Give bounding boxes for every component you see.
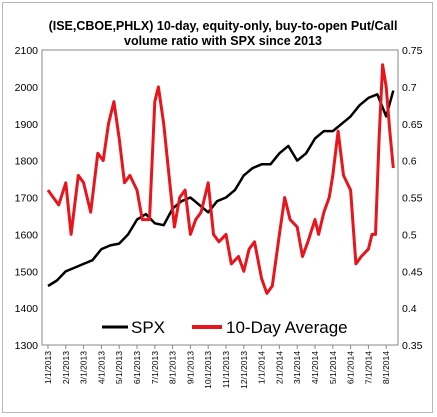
- y-right-tick-label: 0.6: [402, 156, 417, 168]
- x-tick-label: 3/1/2014: [292, 351, 302, 384]
- y-right-tick-label: 0.35: [402, 340, 423, 352]
- y-right-tick-label: 0.65: [402, 119, 423, 131]
- y-left-tick-label: 1500: [15, 266, 39, 278]
- x-tick-label: 8/1/2014: [381, 351, 391, 384]
- x-tick-label: 11/1/2013: [221, 351, 231, 388]
- y-axis-left: 1300 1400 1500 1600 1700 1800 1900 2000 2100: [15, 45, 39, 352]
- series-layer: [46, 63, 395, 295]
- y-right-tick-label: 0.7: [402, 82, 417, 94]
- y-right-tick-label: 0.4: [402, 303, 417, 315]
- x-tick-label: 7/1/2014: [363, 351, 373, 384]
- y-right-tick-label: 0.75: [402, 45, 423, 57]
- y-left-tick-label: 1600: [15, 229, 39, 241]
- legend-label-10-day-average: 10-Day Average: [226, 318, 348, 337]
- x-tick-label: 6/1/2014: [346, 351, 356, 384]
- x-tick-label: 8/1/2013: [168, 351, 178, 384]
- x-axis-ticks: [47, 345, 387, 349]
- y-left-tick-label: 1300: [15, 340, 39, 352]
- y-left-tick-label: 1700: [15, 193, 39, 205]
- y-left-tick-label: 1800: [15, 156, 39, 168]
- y-right-tick-label: 0.45: [402, 266, 423, 278]
- x-tick-label: 4/1/2013: [96, 351, 106, 384]
- x-tick-label: 6/1/2013: [132, 351, 142, 384]
- series-line-spx: [47, 90, 395, 288]
- x-tick-label: 1/1/2013: [43, 351, 53, 384]
- legend-label-spx: SPX: [131, 318, 165, 337]
- x-tick-label: 5/1/2013: [114, 351, 124, 384]
- x-tick-label: 7/1/2013: [150, 351, 160, 384]
- x-tick-label: 5/1/2014: [328, 351, 338, 384]
- plot-area: [41, 49, 399, 346]
- legend: SPX 10-Day Average: [102, 318, 348, 337]
- chart-title-line-2: volume ratio with SPX since 2013: [124, 34, 322, 48]
- chart-title-line-1: (ISE,CBOE,PHLX) 10-day, equity-only, buy…: [49, 19, 398, 33]
- y-right-tick-label: 0.55: [402, 193, 423, 205]
- y-left-tick-label: 2100: [15, 45, 39, 57]
- x-tick-label: 10/1/2013: [203, 351, 213, 389]
- x-tick-label: 3/1/2013: [79, 351, 89, 384]
- x-tick-label: 2/1/2014: [274, 351, 284, 384]
- y-left-tick-label: 1400: [15, 303, 39, 315]
- x-tick-label: 2/1/2013: [61, 351, 71, 384]
- x-tick-label: 12/1/2013: [239, 351, 249, 389]
- x-tick-label: 1/1/2014: [257, 351, 267, 384]
- x-axis: 1/1/2013 2/1/2013 3/1/2013 4/1/2013 5/1/2013…: [43, 351, 391, 389]
- y-left-tick-label: 2000: [15, 82, 39, 94]
- x-tick-label: 4/1/2014: [310, 351, 320, 384]
- series-line-10-day-average: [46, 63, 395, 295]
- x-tick-label: 9/1/2013: [185, 351, 195, 384]
- y-left-tick-label: 1900: [15, 119, 39, 131]
- y-right-tick-label: 0.5: [402, 229, 417, 241]
- y-axis-right: 0.35 0.4 0.45 0.5 0.55 0.6 0.65 0.7 0.75: [402, 45, 423, 352]
